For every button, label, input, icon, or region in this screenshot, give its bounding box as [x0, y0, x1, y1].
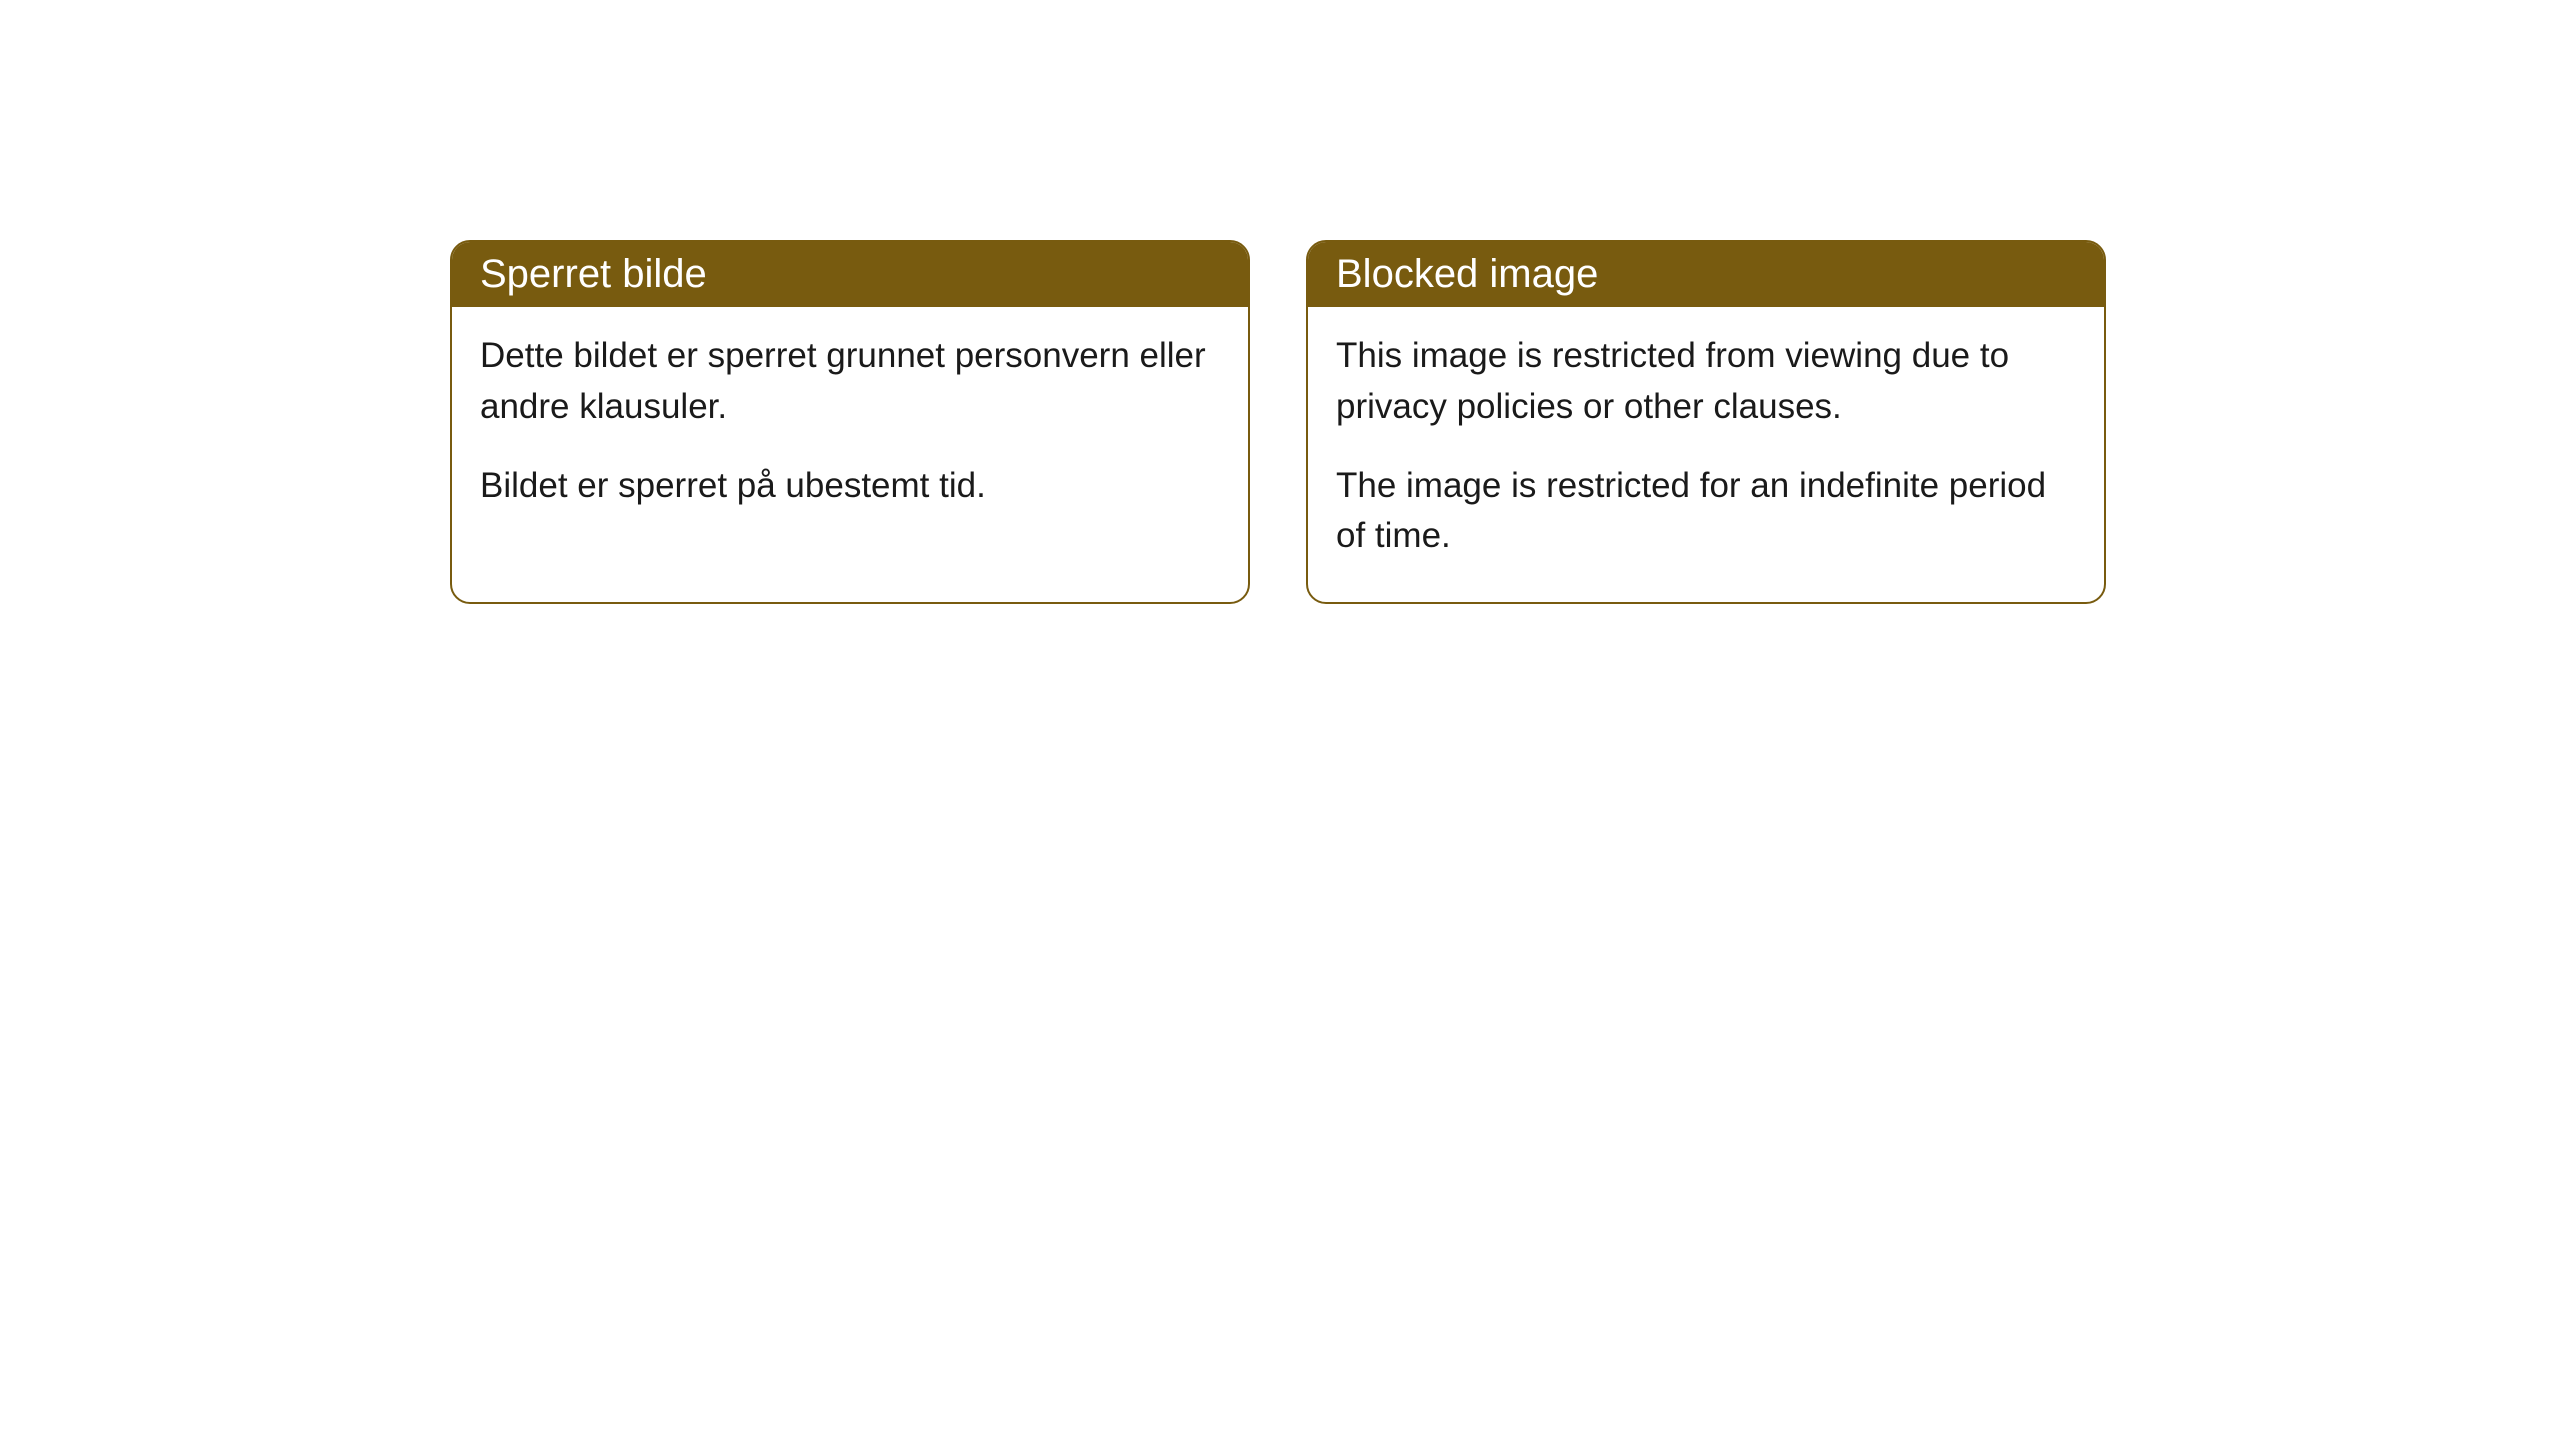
card-header-norwegian: Sperret bilde — [452, 242, 1248, 307]
card-header-english: Blocked image — [1308, 242, 2104, 307]
card-body-english: This image is restricted from viewing du… — [1308, 307, 2104, 602]
card-paragraph-2: Bildet er sperret på ubestemt tid. — [480, 461, 1220, 512]
card-body-norwegian: Dette bildet er sperret grunnet personve… — [452, 307, 1248, 551]
card-norwegian: Sperret bilde Dette bildet er sperret gr… — [450, 240, 1250, 604]
cards-container: Sperret bilde Dette bildet er sperret gr… — [450, 240, 2106, 604]
card-paragraph-2: The image is restricted for an indefinit… — [1336, 461, 2076, 563]
card-english: Blocked image This image is restricted f… — [1306, 240, 2106, 604]
card-paragraph-1: Dette bildet er sperret grunnet personve… — [480, 331, 1220, 433]
card-paragraph-1: This image is restricted from viewing du… — [1336, 331, 2076, 433]
